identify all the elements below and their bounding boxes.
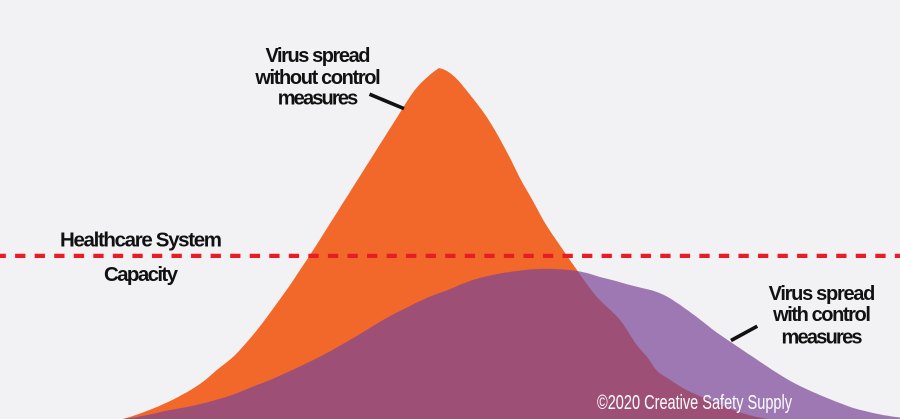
svg-text:©2020 Creative Safety Supply: ©2020 Creative Safety Supply — [597, 392, 792, 414]
svg-text:Healthcare System: Healthcare System — [60, 229, 222, 252]
svg-text:measures: measures — [278, 87, 359, 109]
svg-text:Virus spread: Virus spread — [769, 283, 876, 305]
svg-text:measures: measures — [781, 326, 862, 348]
svg-text:with control: with control — [772, 304, 871, 326]
svg-text:without control: without control — [254, 67, 380, 89]
svg-text:Capacity: Capacity — [104, 263, 179, 286]
svg-text:Virus spread: Virus spread — [266, 45, 371, 67]
